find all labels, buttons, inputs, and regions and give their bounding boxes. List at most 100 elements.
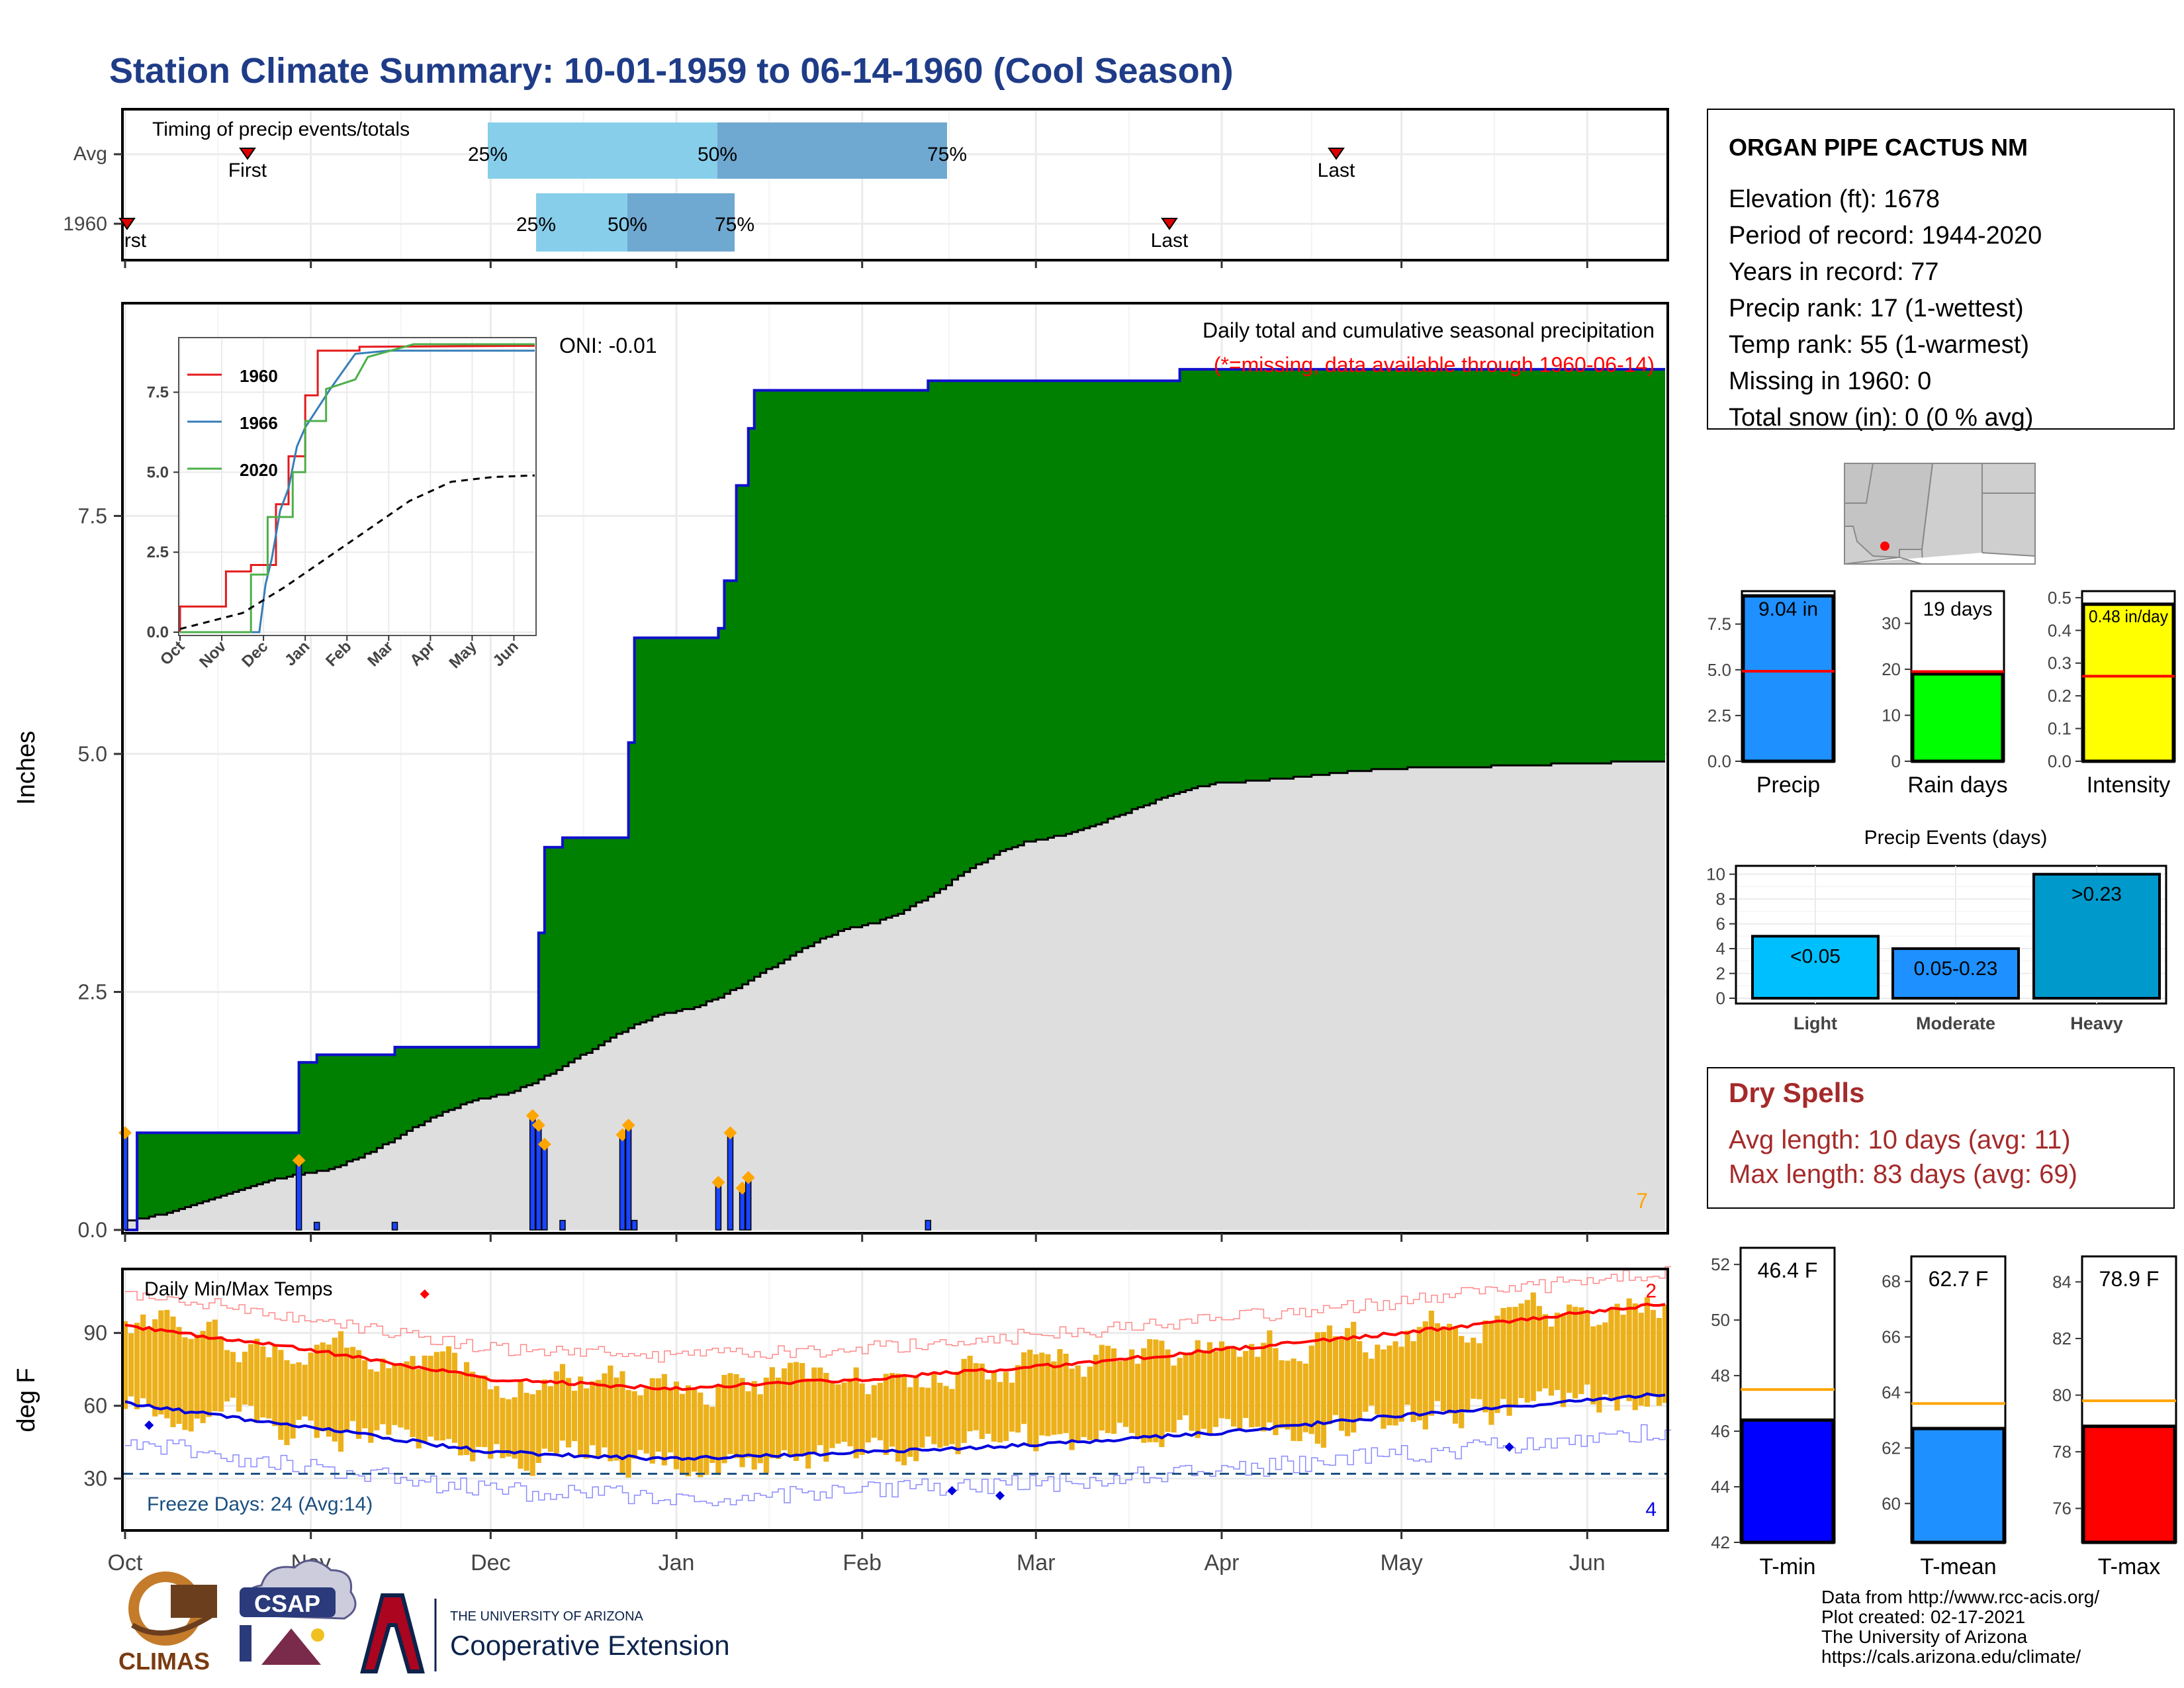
daily-temp-range-bar [1045, 1354, 1051, 1436]
daily-temp-range-bar [655, 1378, 661, 1452]
temp-x-tick-label: May [1380, 1550, 1422, 1575]
gauge-y-tick-label: 0 [1891, 751, 1901, 771]
daily-temp-range-bar [1218, 1341, 1225, 1419]
daily-temp-range-bar [182, 1337, 188, 1430]
daily-temp-range-bar [1291, 1358, 1297, 1441]
timing-title: Timing of precip events/totals [152, 118, 410, 140]
timing-avg-first-marker [239, 148, 256, 160]
temperature-chart: 306090OctNovDecJanFebMarAprMayJun Daily … [13, 1266, 1672, 1575]
timing-1960-q1-bar [536, 193, 627, 252]
gauge-y-tick-label: 20 [1882, 659, 1901, 679]
temp-gauge-y-tick-label: 46 [1711, 1421, 1730, 1441]
timing-1960-q2-bar [627, 193, 735, 252]
daily-temp-range-bar [1212, 1351, 1218, 1427]
daily-temp-range-bar [128, 1333, 134, 1397]
daily-precip-bar [727, 1132, 734, 1231]
daily-temp-range-bar [925, 1387, 931, 1437]
daily-temp-range-bar [1488, 1321, 1494, 1425]
daily-temp-range-bar [1255, 1356, 1261, 1427]
events-y-tick-label: 0 [1716, 988, 1725, 1008]
dry-spells-avg: Avg length: 10 days (avg: 11) [1729, 1125, 2071, 1154]
daily-temp-range-bar [643, 1388, 649, 1454]
daily-temp-range-bar [1063, 1354, 1069, 1433]
record-min-temp-line [125, 1424, 1672, 1507]
temp-gauge-y-tick-label: 62 [1882, 1438, 1901, 1458]
daily-temp-range-bar [1099, 1344, 1105, 1430]
temp-gauge-value-bar [1911, 1427, 2006, 1544]
daily-temp-range-bar [1189, 1354, 1195, 1431]
daily-temp-range-bar [1285, 1360, 1291, 1430]
daily-temp-range-bar [1165, 1349, 1171, 1432]
precip-events-category-label: Heavy [2070, 1013, 2123, 1033]
daily-temp-range-bar [1614, 1303, 1620, 1411]
daily-precip-bar [559, 1219, 566, 1231]
daily-temp-range-bar [817, 1367, 823, 1446]
daily-temp-range-bar [829, 1382, 835, 1448]
daily-temp-range-bar [470, 1372, 476, 1462]
station-location-marker [1880, 541, 1889, 551]
daily-temp-range-bar [1039, 1352, 1045, 1436]
timing-avg-q1-bar [488, 122, 717, 179]
daily-temp-range-bar [584, 1388, 590, 1459]
daily-temp-range-bar [1561, 1314, 1567, 1407]
daily-temp-range-bar [194, 1335, 200, 1419]
daily-temp-range-bar [704, 1404, 709, 1476]
gauge-y-tick-label: 0.0 [1707, 751, 1731, 771]
precip-subtitle: Daily total and cumulative seasonal prec… [1203, 318, 1655, 342]
daily-temp-range-bar [1620, 1315, 1626, 1397]
precip-events-bar-moderate [1891, 947, 2020, 1000]
daily-temp-range-bar [907, 1387, 913, 1457]
daily-temp-range-bar [451, 1352, 458, 1443]
daily-temp-range-bar [1195, 1340, 1201, 1438]
temp-gauge-value-label: 62.7 F [1929, 1267, 1989, 1291]
events-y-tick-label: 4 [1716, 939, 1725, 959]
daily-temp-range-bar [1183, 1354, 1189, 1415]
daily-temp-range-bar [374, 1372, 380, 1430]
temp-y-tick-label: 90 [83, 1321, 107, 1345]
temp-gauge-y-tick-label: 82 [2052, 1329, 2071, 1348]
daily-temp-range-bar [1392, 1341, 1398, 1426]
daily-temp-range-bar [913, 1377, 919, 1462]
temp-gauge-label: T-min [1760, 1554, 1816, 1579]
inset-legend-2020: 2020 [240, 460, 278, 480]
daily-temp-range-bar [1111, 1348, 1117, 1434]
daily-temp-range-bar [236, 1362, 242, 1412]
daily-temp-range-bar [943, 1385, 949, 1446]
daily-temp-range-bar [1416, 1327, 1422, 1421]
station-precip-rank: Precip rank: 17 (1-wettest) [1729, 295, 2024, 322]
missing-note: (*=missing, data available through 1960-… [1214, 353, 1655, 377]
gauge-y-tick-label: 7.5 [1707, 614, 1731, 634]
temp-gauge-label: T-mean [1920, 1554, 1996, 1579]
footer-line-2: Plot created: 02-17-2021 [1821, 1607, 2025, 1627]
daily-precip-bar [535, 1125, 542, 1231]
daily-temp-range-bar [380, 1358, 386, 1425]
daily-temp-range-bar [529, 1394, 535, 1476]
daily-temp-range-bar [1422, 1321, 1428, 1430]
daily-temp-range-bar [488, 1389, 494, 1459]
precip-y-axis-label: Inches [13, 731, 40, 805]
daily-precip-bar [619, 1134, 626, 1231]
inset-y-tick-label: 5.0 [147, 463, 169, 481]
daily-temp-range-bar [961, 1358, 967, 1443]
daily-precip-bar [625, 1125, 632, 1231]
daily-temp-range-bar [1237, 1356, 1243, 1430]
temp-x-tick-label: Jun [1569, 1550, 1606, 1575]
daily-precip-bar [295, 1160, 302, 1231]
daily-temp-range-bar [811, 1367, 817, 1453]
daily-temp-range-bar [1201, 1350, 1206, 1429]
daily-temp-range-bar [1453, 1327, 1459, 1424]
daily-temp-range-bar [1626, 1298, 1632, 1401]
temp-gauge-t-mean: 60 62 64 66 68 62.7 F T-mean [1882, 1255, 2007, 1579]
daily-temp-range-bar [332, 1337, 338, 1442]
daily-temp-range-bar [1440, 1326, 1447, 1411]
gauge-label: Precip [1756, 773, 1820, 798]
inset-average-line [179, 474, 535, 630]
daily-temp-range-bar [619, 1371, 625, 1474]
daily-precip-bar [313, 1221, 320, 1231]
daily-temp-range-bar [1069, 1368, 1075, 1450]
daily-temp-range-bar [745, 1391, 751, 1458]
precip-y-tick-label: 7.5 [78, 504, 107, 528]
daily-precip-bar [631, 1219, 638, 1231]
temp-gauge-value-label: 46.4 F [1758, 1258, 1818, 1282]
gauge-value-bar [1741, 594, 1835, 763]
